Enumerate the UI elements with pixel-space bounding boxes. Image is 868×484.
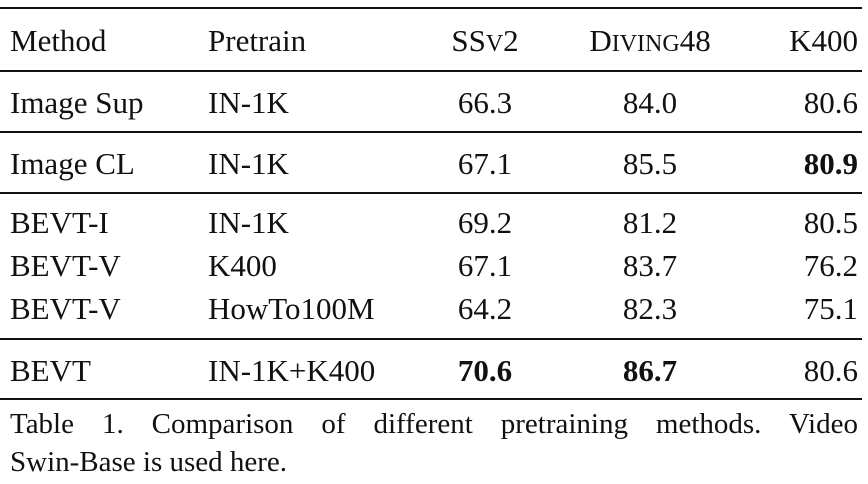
header-k400: K400 <box>789 23 858 58</box>
caption-line: Swin-Base is used here. <box>10 446 288 478</box>
cell-diving48: 83.7 <box>622 248 678 283</box>
cell-pretrain: IN-1K <box>208 85 289 120</box>
cell-pretrain: K400 <box>208 248 277 283</box>
cell-diving48: 85.5 <box>622 146 678 181</box>
header-ssv2: SSV2 <box>451 23 519 58</box>
table-row: BEVT-V HowTo100M 64.2 82.3 75.1 <box>0 284 868 334</box>
cell-k400-best: 80.9 <box>803 146 858 181</box>
cell-method: Image Sup <box>10 85 144 120</box>
row-rule <box>0 338 862 340</box>
cell-k400: 80.5 <box>803 205 858 240</box>
cell-k400: 80.6 <box>803 85 858 120</box>
table-row: BEVT-V K400 67.1 83.7 76.2 <box>0 241 868 291</box>
header-rule <box>0 70 862 72</box>
cell-ssv2: 67.1 <box>457 146 513 181</box>
row-rule <box>0 131 862 133</box>
cell-ssv2: 67.1 <box>457 248 513 283</box>
cell-ssv2: 64.2 <box>457 291 513 326</box>
cell-diving48: 84.0 <box>622 85 678 120</box>
cell-diving48: 82.3 <box>622 291 678 326</box>
cell-method: BEVT-V <box>10 248 121 283</box>
cell-diving48-best: 86.7 <box>622 353 678 388</box>
cell-method: BEVT-I <box>10 205 109 240</box>
cell-pretrain: HowTo100M <box>208 291 375 326</box>
cell-method: Image CL <box>10 146 135 181</box>
cell-pretrain: IN-1K <box>208 146 289 181</box>
cell-k400: 80.6 <box>803 353 858 388</box>
header-diving48: DIVING48 <box>589 23 711 58</box>
table-row: BEVT IN-1K+K400 70.6 86.7 80.6 <box>0 346 868 396</box>
cell-ssv2: 66.3 <box>457 85 513 120</box>
cell-method: BEVT <box>10 353 91 388</box>
table-row: BEVT-I IN-1K 69.2 81.2 80.5 <box>0 198 868 248</box>
cell-ssv2-best: 70.6 <box>457 353 513 388</box>
table-caption: Table 1. Comparison of different pretrai… <box>10 405 858 481</box>
caption-line: Table 1. Comparison of different pretrai… <box>10 408 858 440</box>
cell-diving48: 81.2 <box>622 205 678 240</box>
cell-ssv2: 69.2 <box>457 205 513 240</box>
top-rule <box>0 7 862 9</box>
bottom-rule <box>0 398 862 400</box>
cell-pretrain: IN-1K <box>208 205 289 240</box>
header-pretrain: Pretrain <box>208 23 307 58</box>
header-row: Method Pretrain SSV2 DIVING48 K400 <box>0 16 868 66</box>
header-method: Method <box>10 23 107 58</box>
cell-method: BEVT-V <box>10 291 121 326</box>
table-row: Image Sup IN-1K 66.3 84.0 80.6 <box>0 78 868 128</box>
row-rule <box>0 192 862 194</box>
table-row: Image CL IN-1K 67.1 85.5 80.9 <box>0 139 868 189</box>
cell-k400: 76.2 <box>803 248 858 283</box>
cell-pretrain: IN-1K+K400 <box>208 353 376 388</box>
cell-k400: 75.1 <box>803 291 858 326</box>
